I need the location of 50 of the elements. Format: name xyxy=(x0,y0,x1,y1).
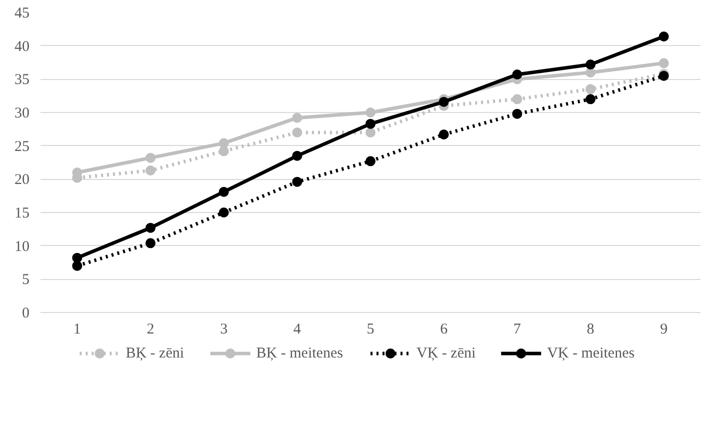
x-tick-label: 6 xyxy=(440,322,448,338)
point xyxy=(218,208,229,218)
x-tick-label: 5 xyxy=(366,322,374,338)
point xyxy=(586,84,596,94)
point xyxy=(292,176,302,187)
point xyxy=(72,260,82,271)
x-tick-label: 1 xyxy=(73,322,81,338)
point xyxy=(146,152,156,163)
x-tick-label: 4 xyxy=(293,322,302,338)
point xyxy=(658,58,669,68)
y-tick-label: 5 xyxy=(22,272,30,288)
point xyxy=(366,108,376,118)
point xyxy=(366,156,376,166)
y-tick-label: 20 xyxy=(14,172,30,188)
point xyxy=(218,138,229,148)
y-tick-label: 35 xyxy=(14,72,30,88)
y-tick-label: 0 xyxy=(22,306,30,322)
point xyxy=(438,130,449,140)
y-tick-label: 25 xyxy=(14,138,30,155)
point xyxy=(146,166,156,176)
point xyxy=(292,128,302,138)
x-tick-label: 3 xyxy=(220,322,228,338)
point xyxy=(292,112,302,123)
point xyxy=(292,150,302,161)
point xyxy=(72,252,82,263)
legend-label: VĶ - meitenes xyxy=(547,346,635,362)
point xyxy=(512,108,522,119)
point xyxy=(366,128,376,138)
y-tick-label: 45 xyxy=(14,6,30,22)
point xyxy=(146,222,156,233)
legend-label: BĶ - zēni xyxy=(126,346,184,362)
point xyxy=(512,70,522,80)
point xyxy=(586,94,596,104)
x-tick-label: 9 xyxy=(660,322,668,338)
x-tick-label: 2 xyxy=(146,322,154,338)
point xyxy=(438,96,449,107)
point xyxy=(366,118,376,129)
point xyxy=(218,186,229,197)
point xyxy=(512,94,522,104)
x-tick-label: 8 xyxy=(586,322,594,338)
point xyxy=(146,238,156,248)
y-tick-label: 30 xyxy=(14,106,30,122)
y-tick-label: 15 xyxy=(14,206,30,222)
point xyxy=(586,60,596,70)
point xyxy=(658,32,669,42)
legend-label: BĶ - meitenes xyxy=(256,346,344,362)
y-tick-label: 10 xyxy=(14,238,30,255)
legend-label: VĶ - zēni xyxy=(416,346,476,362)
x-tick-label: 7 xyxy=(513,322,522,338)
y-tick-label: 40 xyxy=(14,38,30,55)
